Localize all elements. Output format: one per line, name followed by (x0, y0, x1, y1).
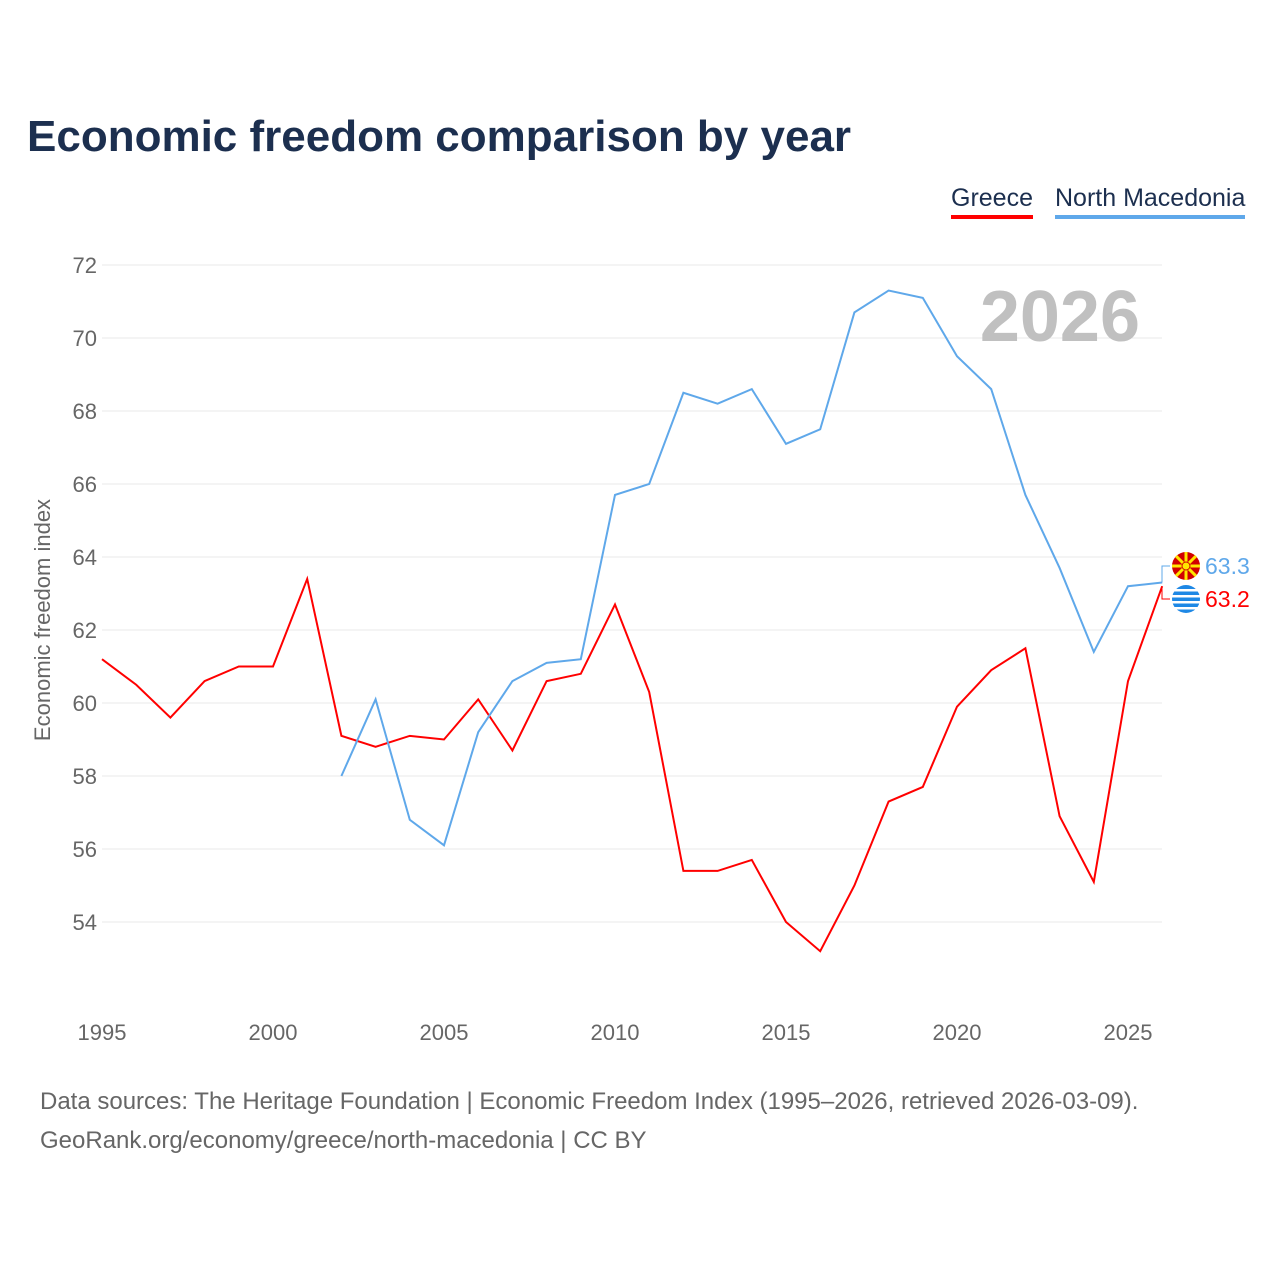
x-tick-label: 2000 (249, 1020, 298, 1045)
flag-stripe (1172, 589, 1200, 592)
flag-stripe (1172, 595, 1200, 598)
y-tick-label: 62 (73, 618, 97, 643)
source-line-1: Data sources: The Heritage Foundation | … (40, 1088, 1139, 1115)
flag-sun (1181, 561, 1191, 571)
flag-stripe (1172, 601, 1200, 604)
x-tick-label: 2015 (762, 1020, 811, 1045)
source-line-2: GeoRank.org/economy/greece/north-macedon… (40, 1127, 647, 1154)
chart-title: Economic freedom comparison by year (27, 112, 852, 161)
y-tick-label: 68 (73, 399, 97, 424)
end-value-label: 63.3 (1205, 553, 1250, 579)
x-tick-label: 2005 (420, 1020, 469, 1045)
x-tick-label: 2020 (933, 1020, 982, 1045)
flag-stripe (1172, 607, 1200, 610)
series-line-north-macedonia (340, 289, 1163, 848)
legend-north-macedonia[interactable]: North Macedonia (1055, 184, 1246, 219)
y-tick-label: 64 (73, 545, 97, 570)
series-line-greece (101, 575, 1164, 953)
end-value-label: 63.2 (1205, 586, 1250, 612)
x-tick-label: 2010 (591, 1020, 640, 1045)
y-tick-label: 56 (73, 837, 97, 862)
label-connector (1161, 586, 1170, 600)
y-tick-label: 70 (73, 326, 97, 351)
year-annotation: 2026 (980, 277, 1140, 357)
greece-flag-icon (1172, 585, 1200, 613)
x-tick-label: 1995 (78, 1020, 127, 1045)
y-tick-label: 54 (73, 910, 97, 935)
y-axis-label: Economic freedom index (30, 499, 55, 741)
label-connector (1161, 565, 1170, 583)
y-tick-label: 58 (73, 764, 97, 789)
legend-greece[interactable]: Greece (951, 184, 1033, 219)
y-tick-label: 66 (73, 472, 97, 497)
x-tick-label: 2025 (1104, 1020, 1153, 1045)
y-tick-label: 60 (73, 691, 97, 716)
y-tick-label: 72 (73, 253, 97, 278)
